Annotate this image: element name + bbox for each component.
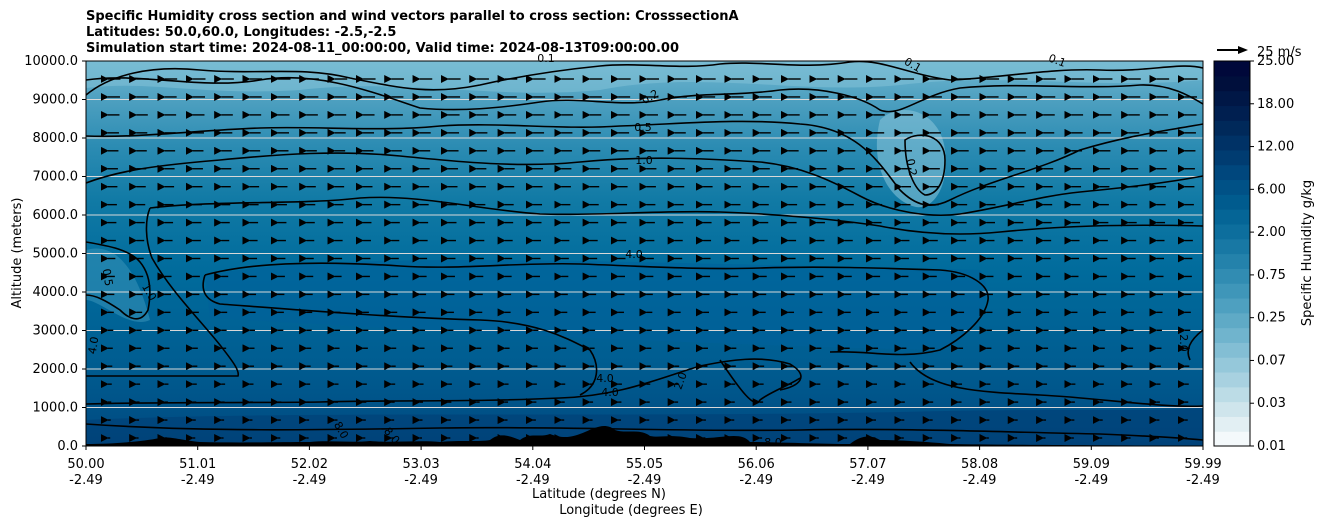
x-tick-label-lat: 56.06 [738, 457, 775, 472]
colorbar-tick-label: 0.75 [1257, 268, 1286, 283]
x-tick-label-lon: -2.49 [739, 473, 773, 488]
colorbar-swatch [1214, 253, 1250, 269]
x-tick-label-lat: 52.02 [291, 457, 328, 472]
colorbar-frame [1213, 60, 1251, 447]
y-tick-label: 0.0 [57, 439, 78, 454]
x-tick-label-lon: -2.49 [404, 473, 438, 488]
colorbar-swatch [1214, 149, 1250, 166]
x-tick-label-lon: -2.49 [293, 473, 327, 488]
x-tick-label-lon: -2.49 [851, 473, 885, 488]
y-tick-label: 9000.0 [33, 93, 79, 108]
x-tick-label-lon: -2.49 [628, 473, 662, 488]
x-tick-label-lon: -2.49 [963, 473, 997, 488]
x-tick-label-lon: -2.49 [181, 473, 215, 488]
colorbar-swatch [1214, 90, 1250, 107]
quiver-key: 25 m/s [1217, 45, 1302, 60]
quiver-key-label: 25 m/s [1257, 45, 1302, 60]
colorbar-swatch [1214, 268, 1250, 284]
colorbar-tick-label: 0.25 [1257, 311, 1286, 326]
y-tick-label: 1000.0 [33, 401, 79, 416]
colorbar-swatch [1214, 179, 1250, 195]
contour-label: 0.5 [634, 121, 652, 134]
colorbar-tick-label: 0.01 [1257, 439, 1286, 454]
colorbar-swatch [1214, 357, 1250, 373]
colorbar-swatch [1214, 342, 1250, 358]
chart-title-line-3: Simulation start time: 2024-08-11_00:00:… [86, 41, 679, 56]
contour-label: 4.0 [625, 248, 643, 261]
colorbar-tick-label: 0.03 [1257, 396, 1286, 411]
y-tick-label: 8000.0 [33, 131, 79, 146]
colorbar-swatch [1214, 312, 1250, 329]
colorbar-swatch [1214, 431, 1250, 447]
contour-label: 4.0 [86, 336, 102, 355]
colorbar-swatch [1214, 223, 1250, 240]
y-tick-label: 4000.0 [33, 285, 79, 300]
contour-label: 1.0 [635, 154, 653, 167]
x-tick-label-lon: -2.49 [516, 473, 550, 488]
y-axis-label: Altitude (meters) [10, 198, 25, 309]
colorbar [1213, 60, 1251, 447]
contour-label: 0.2 [904, 158, 920, 177]
colorbar-tick-label: 25.00 [1257, 54, 1294, 69]
colorbar-tick-label: 6.00 [1257, 182, 1286, 197]
colorbar-tick-label: 18.00 [1257, 97, 1294, 112]
contour-label: 4.0 [601, 386, 619, 399]
x-tick-label-lat: 54.04 [514, 457, 551, 472]
x-tick-label-lon: -2.49 [69, 473, 103, 488]
x-tick-label-lat: 53.03 [402, 457, 439, 472]
colorbar-swatch [1214, 386, 1250, 403]
colorbar-tick-label: 0.07 [1257, 353, 1286, 368]
contour-label: 8.0 [764, 436, 782, 449]
colorbar-swatch [1214, 135, 1250, 151]
y-tick-label: 3000.0 [33, 324, 79, 339]
plot-area: 0.1 0.1 0.10.20.20.51.04.00.51.02.04.04.04… [85, 52, 1204, 449]
x-tick-label-lat: 57.07 [849, 457, 886, 472]
x-axis-label-lat: Latitude (degrees N) [532, 487, 666, 502]
quiver-key-arrowhead [1238, 46, 1248, 54]
chart-title-line-1: Specific Humidity cross section and wind… [86, 9, 739, 24]
y-axis-ticks: 0.0 1000.0 2000.0 3000.0 4000.0 5000.0 6000.0 7… [24, 54, 86, 454]
colorbar-swatch [1214, 209, 1250, 225]
colorbar-swatch [1214, 416, 1250, 432]
chart-title-line-2: Latitudes: 50.0,60.0, Longitudes: -2.5,-… [86, 25, 397, 40]
x-axis-label-lon: Longitude (degrees E) [559, 503, 703, 518]
x-tick-label-lat: 58.08 [961, 457, 998, 472]
x-tick-label-lat: 50.00 [67, 457, 104, 472]
colorbar-swatch [1214, 61, 1250, 77]
colorbar-swatch [1214, 401, 1250, 417]
y-tick-label: 6000.0 [33, 208, 79, 223]
colorbar-swatch [1214, 164, 1250, 181]
x-tick-label-lon: -2.49 [1074, 473, 1108, 488]
colorbar-swatch [1214, 283, 1250, 299]
colorbar-tick-label: 2.00 [1257, 225, 1286, 240]
y-tick-label: 2000.0 [33, 362, 79, 377]
x-axis-ticks: 50.00-2.4951.01-2.4952.02-2.4953.03-2.49… [67, 446, 1222, 488]
contour-lines [85, 60, 1204, 441]
y-tick-label: 5000.0 [33, 247, 79, 262]
x-tick-label-lat: 51.01 [179, 457, 216, 472]
colorbar-ticks: 0.01 0.03 0.07 0.25 0.75 2.00 6.00 12.00 18.00 25… [1250, 54, 1294, 454]
x-tick-label-lon: -2.49 [1186, 473, 1220, 488]
colorbar-label: Specific Humidity g/kg [1300, 180, 1315, 326]
colorbar-swatch [1214, 238, 1250, 255]
x-tick-label-lat: 59.09 [1073, 457, 1110, 472]
y-tick-label: 7000.0 [33, 170, 79, 185]
colorbar-tick-label: 12.00 [1257, 140, 1294, 155]
contour-label: 2.0 [1177, 334, 1190, 352]
contour-label: 4.0 [596, 372, 614, 385]
colorbar-swatch [1214, 75, 1250, 92]
colorbar-swatch [1214, 297, 1250, 314]
colorbar-swatch [1214, 194, 1250, 210]
x-tick-label-lat: 59.99 [1184, 457, 1221, 472]
y-tick-label: 10000.0 [24, 54, 78, 69]
colorbar-swatch [1214, 120, 1250, 136]
contour-label: 2.0 [672, 370, 690, 391]
contour-label: 0.1 [537, 52, 555, 65]
wind-vectors [100, 75, 1198, 442]
colorbar-swatch [1214, 105, 1250, 121]
colorbar-swatch [1214, 371, 1250, 388]
x-tick-label-lat: 55.05 [626, 457, 663, 472]
colorbar-swatch [1214, 327, 1250, 343]
